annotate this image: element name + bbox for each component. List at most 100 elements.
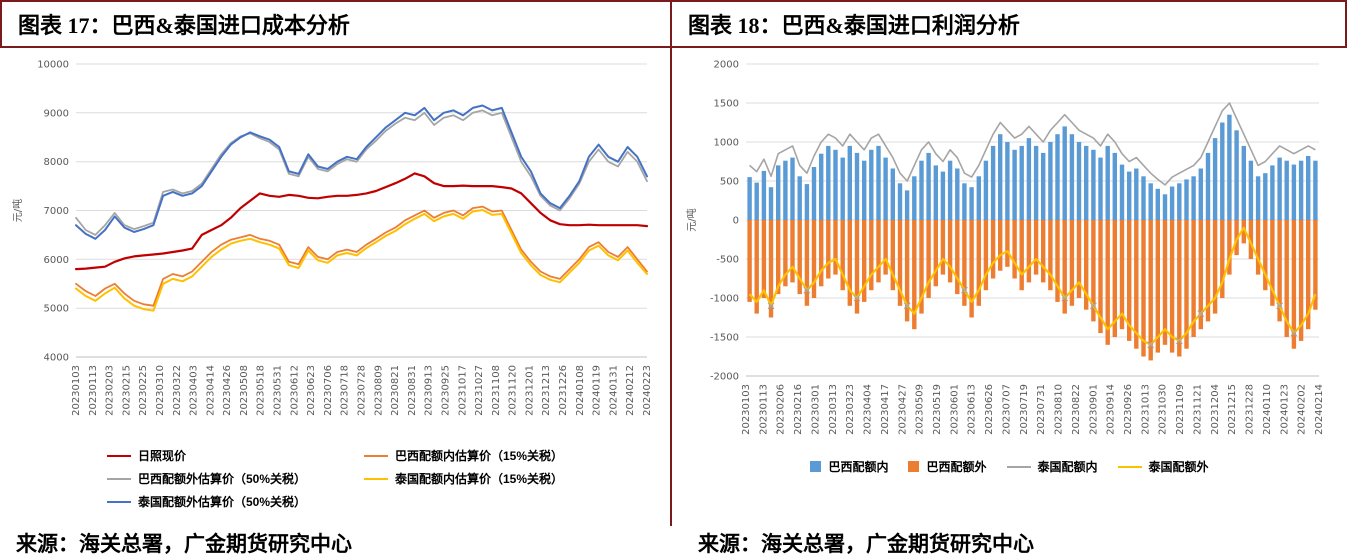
x-marker [961, 286, 968, 294]
svg-text:9000: 9000 [43, 108, 68, 119]
svg-text:20231030: 20231030 [1158, 384, 1169, 435]
svg-text:20230626: 20230626 [984, 384, 995, 435]
svg-text:20240123: 20240123 [1279, 384, 1290, 435]
svg-text:-1000: -1000 [710, 294, 739, 305]
svg-text:20230914: 20230914 [1106, 384, 1117, 435]
svg-text:20230809: 20230809 [373, 365, 384, 416]
svg-text:20231228: 20231228 [1245, 384, 1256, 435]
svg-text:20230313: 20230313 [828, 384, 839, 435]
svg-text:-500: -500 [716, 255, 739, 266]
legend-swatch-line [364, 454, 388, 457]
svg-text:6000: 6000 [43, 255, 68, 266]
svg-text:20230612: 20230612 [289, 365, 300, 416]
svg-text:20230203: 20230203 [104, 365, 115, 416]
figure-18-title: 图表 18：巴西&泰国进口利润分析 [672, 0, 1347, 48]
svg-text:20231215: 20231215 [1227, 384, 1238, 435]
x-marker [1089, 302, 1097, 310]
svg-text:20230925: 20230925 [440, 365, 451, 416]
x-marker [1290, 329, 1298, 337]
svg-text:20240214: 20240214 [1314, 384, 1325, 435]
svg-text:1000: 1000 [714, 138, 739, 149]
svg-text:20230707: 20230707 [1002, 384, 1013, 435]
svg-text:20231201: 20231201 [524, 365, 535, 416]
profit-analysis-chart: -2000 -1500 -1000 -500 0 500 1000 1500 2000 20230… [685, 60, 1325, 435]
legend-item: 日照现价 [106, 447, 306, 464]
svg-text:20230310: 20230310 [155, 365, 166, 416]
svg-text:20230414: 20230414 [205, 365, 216, 416]
svg-text:8000: 8000 [43, 157, 68, 168]
legend-swatch-box [908, 461, 920, 472]
x-marker [1061, 294, 1069, 302]
series-日照现价 [74, 172, 648, 271]
svg-text:0: 0 [733, 216, 739, 227]
x-marker [903, 302, 911, 310]
svg-text:20231013: 20231013 [1140, 384, 1151, 435]
legend-swatch-line [1117, 465, 1142, 468]
series-巴西配额内估算价（15%关税） [74, 205, 648, 307]
legend-item: 泰国配额外估算价（50%关税） [106, 493, 306, 510]
svg-text:20230216: 20230216 [793, 384, 804, 435]
svg-text:1500: 1500 [714, 99, 739, 110]
svg-text:7000: 7000 [43, 206, 68, 217]
svg-text:20231120: 20231120 [507, 365, 518, 416]
svg-text:20230426: 20230426 [222, 365, 233, 416]
svg-text:20240202: 20240202 [1297, 384, 1308, 435]
svg-text:20240108: 20240108 [574, 365, 585, 416]
svg-text:20231121: 20231121 [1193, 384, 1204, 435]
svg-text:20240131: 20240131 [608, 365, 619, 416]
x-marker [767, 302, 775, 310]
legend-label: 巴西配额外 [926, 460, 987, 474]
legend-item: 巴西配额外 [908, 458, 987, 475]
legend-swatch-line [1006, 465, 1031, 468]
svg-text:20230206: 20230206 [776, 384, 787, 435]
legend-item: 巴西配额内 [810, 458, 888, 475]
svg-text:20230901: 20230901 [1088, 384, 1099, 435]
svg-text:20231027: 20231027 [474, 365, 485, 416]
svg-text:20230731: 20230731 [1036, 384, 1047, 435]
legend-label: 巴西配额内估算价（15%关税） [395, 449, 564, 463]
svg-text:-2000: -2000 [710, 372, 739, 383]
svg-text:20230427: 20230427 [897, 384, 908, 435]
svg-text:4000: 4000 [43, 353, 68, 364]
x-marker [1175, 337, 1183, 345]
svg-text:20240212: 20240212 [625, 365, 636, 416]
bars-巴西配额外 [747, 220, 1318, 361]
svg-text:20230215: 20230215 [121, 365, 132, 416]
line-泰国配额内 [749, 102, 1316, 186]
svg-text:20230519: 20230519 [932, 384, 943, 435]
legend-item: 巴西配额内估算价（15%关税） [364, 447, 563, 464]
svg-text:20230508: 20230508 [238, 365, 249, 416]
svg-text:20231108: 20231108 [490, 365, 501, 416]
legend-label: 日照现价 [137, 449, 186, 463]
axes-grid: 4000 5000 6000 7000 8000 9000 10000 20230103 202… [37, 60, 653, 416]
legend-swatch-line [106, 477, 131, 480]
series-泰国配额外估算价（50%关税） [74, 104, 648, 240]
svg-text:20230225: 20230225 [138, 365, 149, 416]
profit-chart-cell: -2000 -1500 -1000 -500 0 500 1000 1500 2000 20230… [672, 48, 1347, 526]
svg-text:20231017: 20231017 [457, 365, 468, 416]
svg-text:20230403: 20230403 [188, 365, 199, 416]
legend-swatch-line [106, 500, 131, 503]
svg-text:20231204: 20231204 [1210, 384, 1221, 435]
svg-text:5000: 5000 [43, 304, 68, 315]
legend-item: 泰国配额内估算价（15%关税） [364, 470, 563, 487]
svg-text:20230323: 20230323 [845, 384, 856, 435]
svg-text:20230113: 20230113 [758, 384, 769, 435]
svg-text:20230404: 20230404 [863, 384, 874, 435]
x-marker [1276, 302, 1283, 310]
svg-text:20230810: 20230810 [1054, 384, 1065, 435]
svg-text:20230322: 20230322 [171, 365, 182, 416]
series-泰国配额内估算价（15%关税） [74, 209, 648, 312]
svg-text:20230822: 20230822 [1071, 384, 1082, 435]
svg-text:20230113: 20230113 [87, 365, 98, 416]
svg-text:20230301: 20230301 [811, 384, 822, 435]
svg-text:20231109: 20231109 [1175, 384, 1186, 435]
svg-text:20230509: 20230509 [915, 384, 926, 435]
legend-swatch-line [364, 477, 388, 480]
legend-label: 泰国配额内估算价（15%关税） [395, 472, 564, 486]
cost-analysis-chart: 4000 5000 6000 7000 8000 9000 10000 20230103 202… [11, 60, 653, 416]
svg-text:20230913: 20230913 [423, 365, 434, 416]
legend-label: 泰国配额外估算价（50%关税） [137, 495, 306, 509]
x-marker [1197, 310, 1205, 317]
svg-text:2000: 2000 [714, 60, 739, 71]
